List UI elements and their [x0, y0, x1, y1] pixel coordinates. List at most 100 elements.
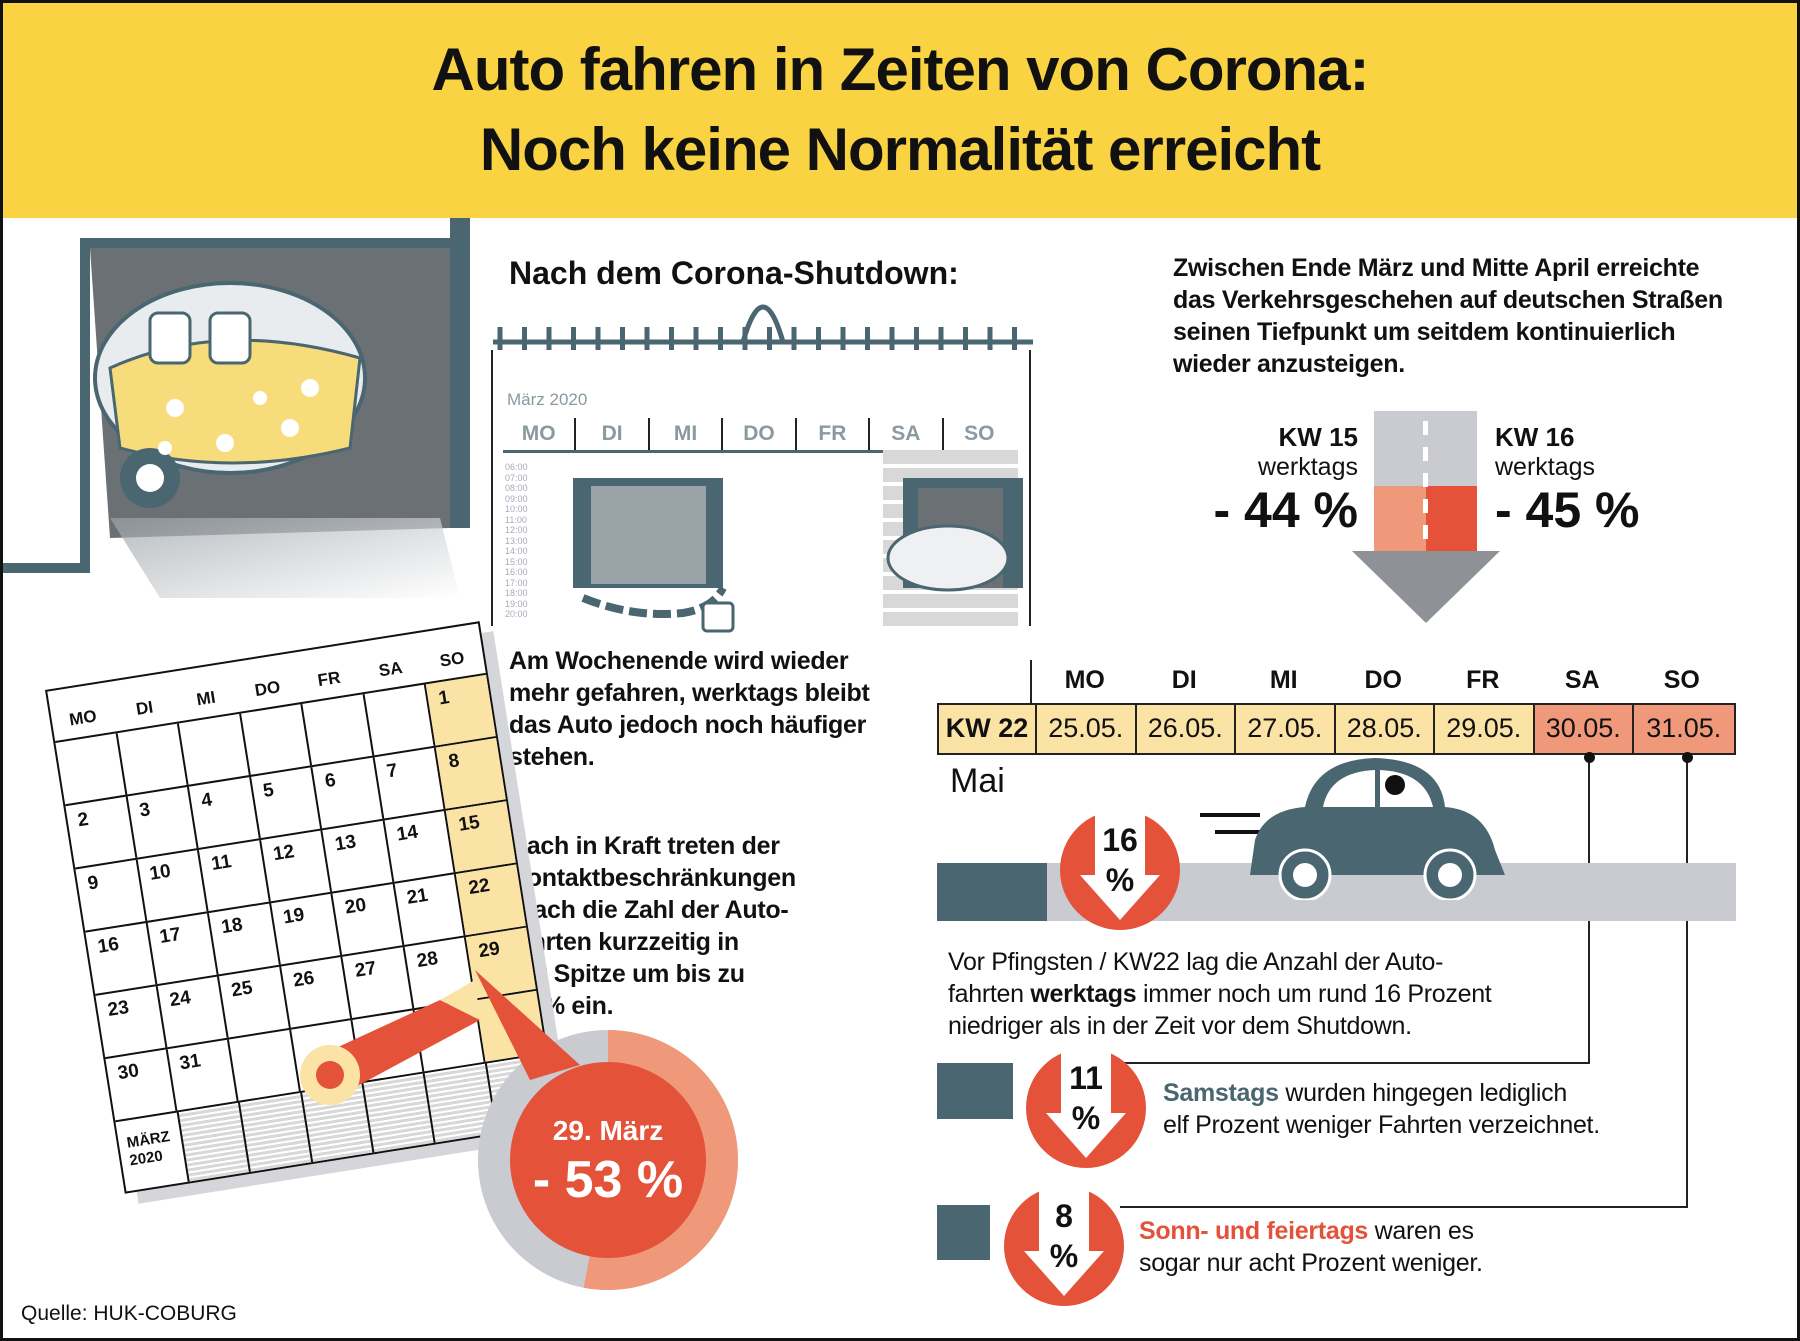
donut-chart: [478, 1030, 738, 1290]
calendar-day-header: FR: [316, 667, 342, 691]
week-table: KW 22 25.05. 26.05. 27.05. 28.05. 29.05. 30.05…: [937, 703, 1736, 755]
text-line: Am Wochenende wird wieder: [509, 647, 849, 675]
week-header: SA: [1564, 666, 1600, 694]
calendar-day-cell: 2: [65, 796, 137, 868]
calendar-day-cell: 20: [332, 883, 405, 955]
kw15-fill: [1374, 486, 1426, 551]
center-calendar-day: SO: [941, 418, 1015, 450]
text-line: fahrten kurzzeitig in: [509, 928, 739, 956]
week-header: DO: [1364, 666, 1403, 694]
week-headers: MO DI MI DO FR SA SO: [1035, 666, 1732, 695]
center-calendar-day: DO: [721, 418, 794, 450]
hour-label: 06:00: [505, 462, 528, 472]
hour-label: 14:00: [505, 546, 528, 556]
calendar-day-cell: [117, 723, 189, 795]
hour-label: 17:00: [505, 577, 528, 588]
text-line: Zwischen Ende März und Mitte April errei…: [1173, 254, 1700, 282]
calendar-day-cell: [364, 684, 436, 756]
calendar-day-header: MI: [195, 687, 217, 710]
speech-pointer: [475, 970, 580, 1080]
calendar-day-cell: 5: [250, 767, 323, 839]
center-calendar-day: FR: [794, 418, 868, 450]
week-date-cell: 29.05.: [1435, 705, 1535, 753]
text-line: Kontaktbeschränkungen: [509, 864, 796, 892]
calendar-footer-label: MÄRZ 2020: [115, 1113, 187, 1192]
saturday-dot: [1584, 752, 1595, 763]
calendar-day-cell: [179, 713, 251, 785]
title-banner: Auto fahren in Zeiten von Corona: Noch k…: [0, 0, 1800, 218]
text-line: stehen.: [509, 743, 595, 771]
donut-date: 29. März: [552, 1115, 664, 1146]
calendar-day-cell: 12: [260, 830, 333, 902]
weekday-bar: [937, 863, 1047, 921]
garage-car-illustration: [0, 218, 470, 598]
month-label: Mai: [950, 762, 1005, 800]
hour-label: 07:00: [505, 472, 528, 483]
week-date-cell: 30.05.: [1534, 705, 1634, 753]
donut-center: [510, 1062, 706, 1258]
sunday-connector: [1686, 758, 1688, 1208]
calendar-day-cell: 22: [456, 864, 526, 936]
center-heading: Nach dem Corona-Shutdown:: [509, 255, 959, 291]
calendar-day-cell: 21: [394, 873, 467, 945]
kw16-value: - 45 %: [1495, 482, 1640, 538]
text-line: wieder anzusteigen.: [1173, 350, 1405, 378]
calendar-day-cell: 13: [322, 820, 395, 892]
hour-label: 19:00: [505, 598, 528, 609]
saturday-bar: [937, 1063, 1013, 1119]
week-header: DI: [1171, 666, 1197, 694]
kw16-label: KW 16: [1495, 422, 1575, 452]
calendar-day-cell: 25: [219, 966, 291, 1038]
calendar-day-header: MO: [67, 706, 98, 730]
calendar-day-cell: 18: [209, 903, 281, 975]
center-calendar-label: März 2020: [507, 390, 588, 409]
center-calendar: März 2020 MO DI MI DO FR SA SO 06:00 07:00 08:00…: [491, 350, 1031, 633]
kw16-sub: werktags: [1495, 453, 1596, 481]
calendar-day-cell: 14: [384, 810, 456, 882]
calendar-day-cell: 16: [85, 922, 157, 994]
kw15-value: - 44 %: [1213, 482, 1358, 538]
stat-8-value: 8%: [1049, 1198, 1079, 1274]
calendar-day-cell: 7: [374, 747, 446, 819]
week-date-cell: 28.05.: [1335, 705, 1435, 753]
pencil-icon: [300, 980, 480, 1105]
week-header: MI: [1269, 666, 1298, 694]
road-marking: [1423, 421, 1428, 546]
hour-label: 11:00: [505, 514, 527, 525]
car-icon: [1200, 758, 1505, 900]
stat-11-badge: 11%: [1026, 1048, 1146, 1168]
text-line: brach die Zahl der Auto-: [509, 896, 789, 924]
sunday-bar: [937, 1205, 990, 1260]
calendar-day-header: SA: [377, 657, 404, 681]
kw15-block: KW 15 werktags - 44 %: [1150, 422, 1358, 538]
week-header: MO: [1064, 666, 1105, 694]
center-calendar-day: DI: [574, 418, 647, 450]
calendar-day-cell: [55, 733, 127, 805]
weekend-text: Am Wochenende wird wieder mehr gefahren, …: [509, 645, 870, 773]
calendar-day-cell: 15: [446, 801, 516, 872]
down-arrow-icon: [1352, 551, 1500, 623]
calendar-day-header: SO: [438, 648, 466, 671]
text-line: Nach in Kraft treten der: [509, 832, 780, 860]
week-label: KW 22: [939, 705, 1037, 753]
calendar-day-cell: 10: [137, 849, 209, 921]
calendar-day-cell: 19: [270, 893, 343, 965]
week-header: FR: [1466, 666, 1500, 694]
center-calendar-day: SA: [868, 418, 941, 450]
center-calendar-day: MO: [521, 422, 556, 445]
calendar-day-cell: 8: [436, 738, 506, 809]
center-calendar-day: MI: [647, 418, 721, 450]
source: Quelle: HUK-COBURG: [21, 1302, 237, 1325]
calendar-day-cell: 30: [105, 1049, 177, 1121]
saturday-connector-h: [1120, 1062, 1590, 1064]
calendar-day-cell: 17: [147, 913, 219, 985]
hour-label: 13:00: [505, 535, 528, 546]
hour-label: 10:00: [505, 504, 528, 514]
mini-calendar: [176, 1102, 250, 1182]
text-line: seinen Tiefpunkt um seitdem kontinuierli…: [1173, 318, 1676, 346]
connector-line: [1030, 660, 1032, 703]
calendar-day-cell: [240, 703, 313, 775]
stat-16-text: Vor Pfingsten / KW22 lag die Anzahl der …: [948, 948, 1492, 1040]
calendar-day-cell: 31: [167, 1039, 239, 1111]
hour-label: 18:00: [505, 588, 528, 598]
